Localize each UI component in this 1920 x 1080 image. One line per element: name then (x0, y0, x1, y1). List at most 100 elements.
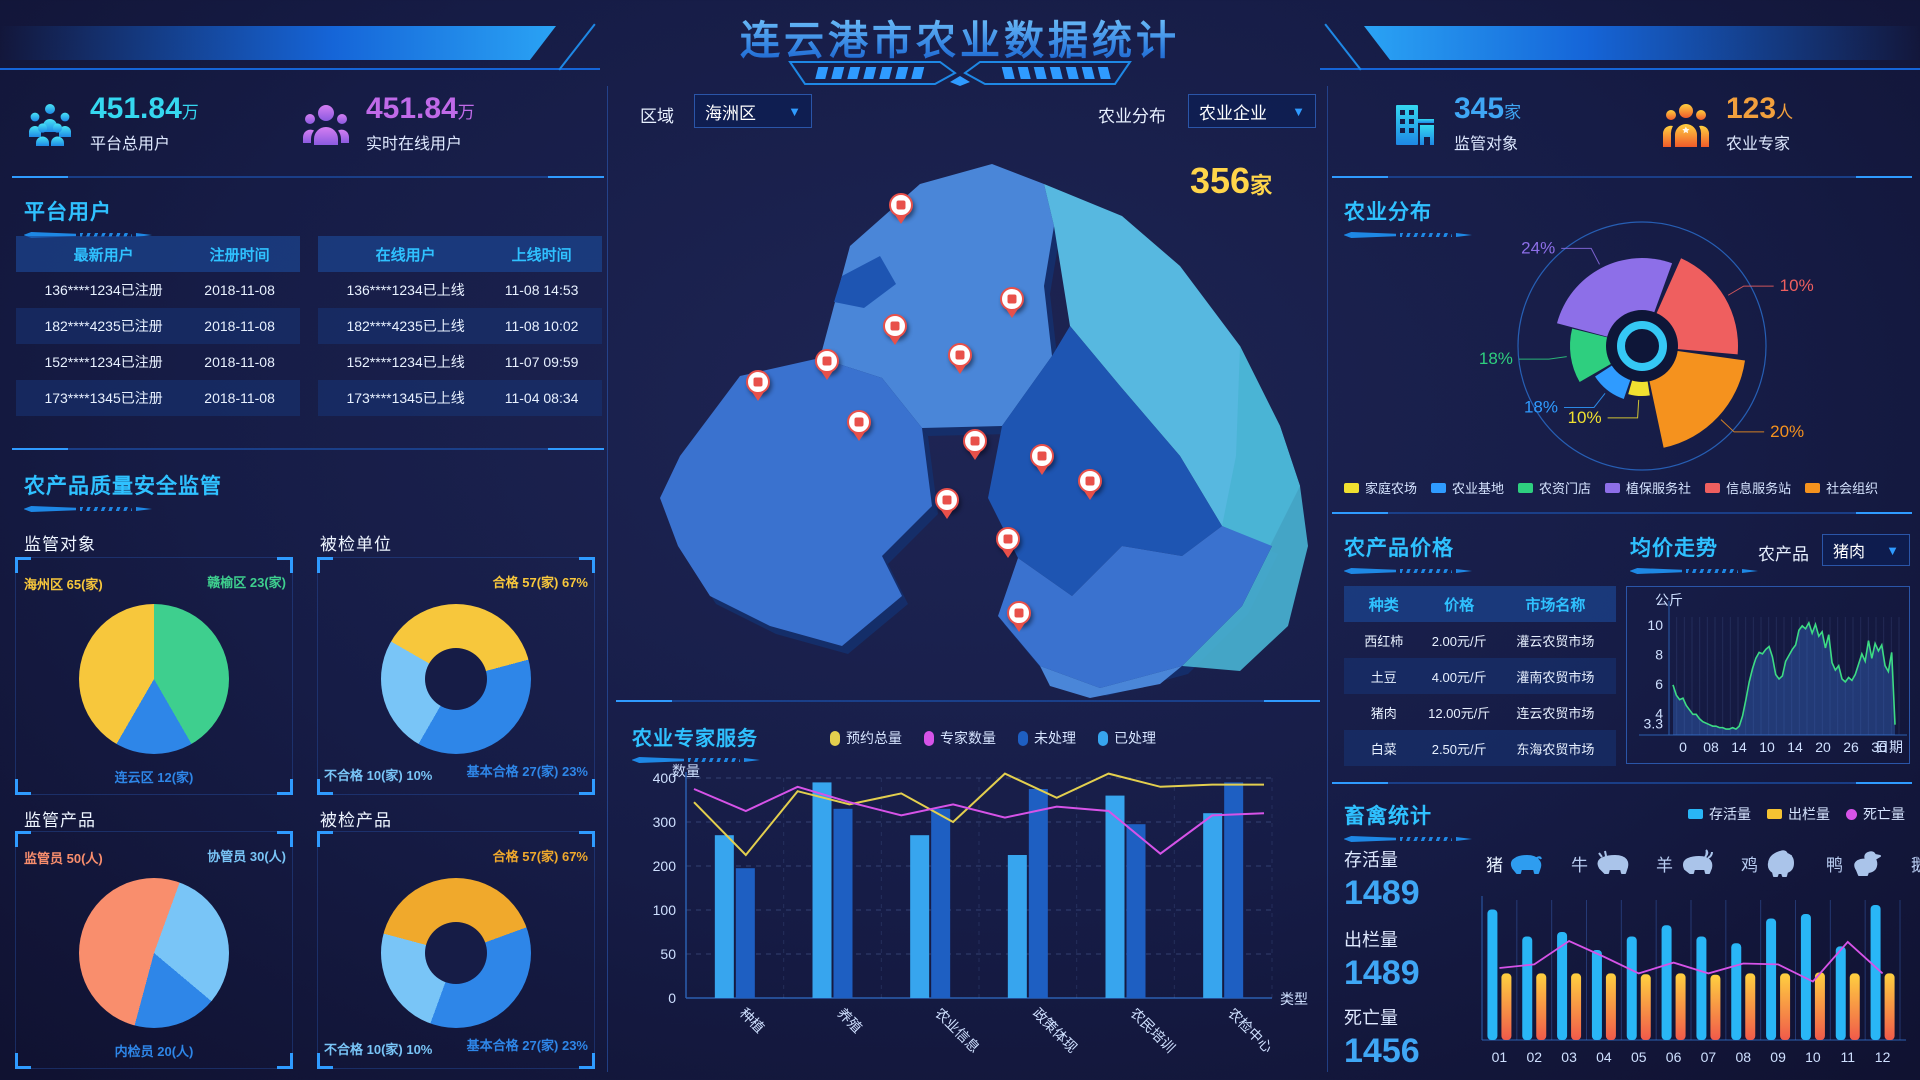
table-row[interactable]: 182****4235已上线 11-08 10:02 (318, 308, 602, 344)
svg-text:8: 8 (1655, 646, 1663, 662)
legend-item[interactable]: 农资门店 (1518, 478, 1591, 497)
legend-item[interactable]: 未处理 (1018, 728, 1076, 748)
map-pin[interactable] (745, 370, 770, 395)
animal-chicken[interactable]: 鸡 (1741, 848, 1800, 878)
animal-goose[interactable]: 鹅 (1911, 848, 1920, 878)
table-row[interactable]: 182****4235已注册 2018-11-08 (16, 308, 300, 344)
animal-label: 鸡 (1741, 855, 1758, 875)
table-header-row: 种类 价格 市场名称 (1344, 586, 1616, 622)
title-underline-deco (788, 61, 1132, 86)
legend-item[interactable]: 信息服务站 (1705, 478, 1791, 497)
livestock-stat-alive: 存活量 1489 (1344, 850, 1420, 912)
legend-marker (1518, 482, 1534, 493)
legend-item[interactable]: 专家数量 (924, 728, 996, 748)
map-pin[interactable] (883, 313, 908, 338)
animal-cow[interactable]: 牛 (1571, 848, 1630, 878)
table-header-row: 在线用户 上线时间 (318, 236, 602, 272)
map-pin[interactable] (934, 488, 959, 513)
top-line-right (1320, 68, 1920, 70)
legend-item[interactable]: 植保服务社 (1605, 478, 1691, 497)
table-cell: 182****4235已注册 (44, 318, 163, 334)
map-pin[interactable] (948, 343, 973, 368)
legend-item[interactable]: 预约总量 (830, 728, 902, 748)
svg-text:01: 01 (1492, 1049, 1508, 1065)
svg-text:09: 09 (1770, 1049, 1786, 1065)
city-map[interactable] (620, 126, 1320, 700)
table-row[interactable]: 土豆 4.00元/斤 灌南农贸市场 (1344, 658, 1616, 694)
legend-label: 信息服务站 (1726, 481, 1792, 496)
enterprise-count-badge: 356家 (1190, 160, 1273, 201)
legend-label: 死亡量 (1863, 806, 1905, 822)
rose-pct-label: 18% (1479, 349, 1513, 368)
legend-label: 植保服务社 (1626, 481, 1692, 496)
table-row[interactable]: 136****1234已上线 11-08 14:53 (318, 272, 602, 308)
legend-item[interactable]: 社会组织 (1805, 478, 1878, 497)
animal-label: 羊 (1656, 855, 1673, 875)
section-livestock: 畜禽统计 (1344, 800, 1474, 843)
slice-label: 连云区 12(家) (114, 770, 194, 785)
corner-bracket (15, 557, 31, 573)
map-pin[interactable] (1077, 469, 1102, 494)
table-cell: 灌云农贸市场 (1516, 633, 1595, 649)
region-select[interactable]: 海洲区 ▼ (694, 94, 812, 128)
inspected-units-chart: 合格 57(家) 67% 基本合格 27(家) 23% 不合格 10(家) 10% (317, 557, 595, 795)
map-pin[interactable] (846, 410, 871, 435)
legend-item[interactable]: 家庭农场 (1344, 478, 1417, 497)
table-row[interactable]: 136****1234已注册 2018-11-08 (16, 272, 300, 308)
rose-pct-label: 24% (1521, 238, 1555, 257)
animal-label: 猪 (1486, 855, 1503, 875)
table-row[interactable]: 152****1234已注册 2018-11-08 (16, 344, 300, 380)
map-pin[interactable] (1007, 600, 1031, 625)
legend-label: 专家数量 (940, 730, 996, 746)
table-row[interactable]: 173****1345已注册 2018-11-08 (16, 380, 300, 416)
map-pin[interactable] (1030, 444, 1055, 469)
section-quality-supervision: 农产品质量安全监管 (24, 470, 222, 513)
table-row[interactable]: 152****1234已上线 11-07 09:59 (318, 344, 602, 380)
table-cell: 11-04 08:34 (504, 390, 579, 406)
map-pin[interactable] (1000, 287, 1024, 312)
svg-text:14: 14 (1787, 739, 1803, 755)
legend-item[interactable]: 出栏量 (1767, 804, 1830, 824)
animal-pig[interactable]: 猪 (1486, 848, 1545, 878)
legend-item[interactable]: 存活量 (1688, 804, 1751, 824)
online-users-table: 在线用户 上线时间 136****1234已上线 11-08 14:53 182****… (318, 236, 602, 416)
legend-item[interactable]: 死亡量 (1846, 804, 1905, 824)
expert-services-legend: 预约总量 专家数量 未处理 已处理 (830, 728, 1156, 748)
svg-text:数量: 数量 (672, 763, 700, 779)
table-cell: 土豆 (1370, 669, 1397, 685)
legend-item[interactable]: 已处理 (1098, 728, 1156, 748)
table-row[interactable]: 西红柿 2.00元/斤 灌云农贸市场 (1344, 622, 1616, 658)
pie-graphic (381, 878, 531, 1028)
slice-label: 监管员 50(人) (24, 851, 103, 866)
corner-bracket (317, 557, 333, 573)
product-select[interactable]: 猪肉 ▼ (1822, 534, 1910, 566)
animal-goat[interactable]: 羊 (1656, 848, 1715, 878)
slice-label: 内检员 20(人) (114, 1044, 194, 1059)
svg-text:12: 12 (1875, 1049, 1891, 1065)
table-row[interactable]: 猪肉 12.00元/斤 连云农贸市场 (1344, 694, 1616, 730)
column-header: 注册时间 (209, 246, 270, 264)
distribution-label: 农业分布 (1098, 107, 1166, 126)
map-pin[interactable] (995, 526, 1020, 551)
svg-text:农检中心: 农检中心 (1225, 1005, 1276, 1056)
slice-label: 合格 57(家) 67% (492, 575, 588, 590)
legend-item[interactable]: 农业基地 (1431, 478, 1504, 497)
table-row[interactable]: 白菜 2.50元/斤 东海农贸市场 (1344, 730, 1616, 766)
animal-duck[interactable]: 鸭 (1826, 848, 1885, 878)
map-pin[interactable] (888, 193, 913, 218)
livestock-legend: 存活量 出栏量 死亡量 (1688, 804, 1905, 824)
distribution-select[interactable]: 农业企业 ▼ (1188, 94, 1316, 128)
corner-bracket (317, 831, 333, 847)
legend-label: 存活量 (1709, 806, 1751, 822)
divider (12, 448, 604, 450)
corner-bracket (277, 557, 293, 573)
supervision-products-chart: 监管员 50(人) 协管员 30(人) 内检员 20(人) (15, 831, 293, 1069)
stat-label: 农业专家 (1726, 136, 1791, 153)
divider (12, 176, 604, 178)
table-cell: 2018-11-08 (204, 318, 275, 334)
map-pin[interactable] (962, 429, 987, 454)
agri-distribution-legend: 家庭农场 农业基地 农资门店 植保服务社 信息服务站 社会组织 (1344, 478, 1878, 497)
map-pin[interactable] (815, 348, 840, 373)
table-row[interactable]: 173****1345已上线 11-04 08:34 (318, 380, 602, 416)
table-cell: 11-08 10:02 (504, 318, 579, 334)
